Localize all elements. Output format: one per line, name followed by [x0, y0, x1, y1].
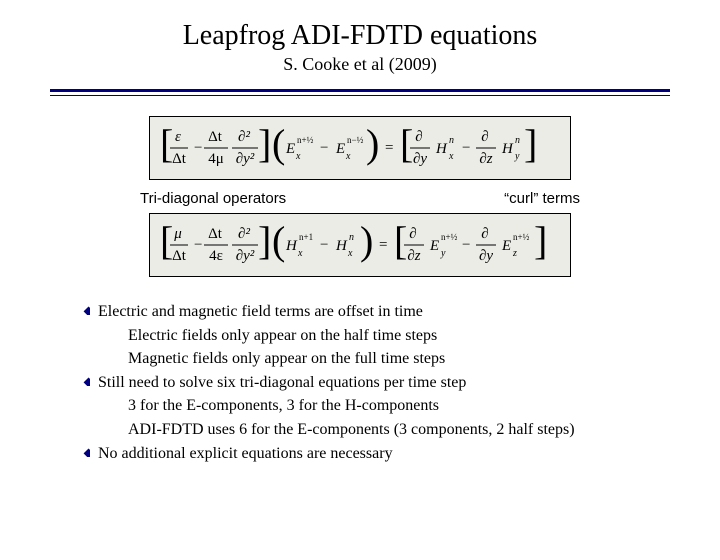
- sub-bullet: Electric fields only appear on the half …: [128, 325, 680, 347]
- svg-text:H: H: [501, 141, 514, 157]
- svg-text:): ): [360, 218, 373, 263]
- svg-text:−: −: [462, 140, 470, 156]
- svg-text:−: −: [194, 237, 202, 253]
- svg-text:n: n: [515, 135, 520, 146]
- svg-text:Δt: Δt: [172, 248, 187, 264]
- svg-text:Δt: Δt: [172, 151, 187, 167]
- svg-text:n−½: n−½: [347, 135, 364, 145]
- bullet-item: Electric and magnetic field terms are of…: [80, 301, 680, 323]
- svg-text:∂: ∂: [481, 129, 488, 145]
- svg-text:μ: μ: [173, 226, 182, 242]
- svg-text:n: n: [349, 232, 354, 243]
- svg-text:H: H: [435, 141, 448, 157]
- equation-1-box: [ ε Δt − Δt 4μ ∂² ∂y² ] ( E: [149, 116, 571, 180]
- svg-text:ε: ε: [175, 129, 181, 145]
- diamond-icon: [80, 305, 98, 315]
- svg-text:−: −: [320, 237, 328, 253]
- svg-text:−: −: [194, 140, 202, 156]
- svg-text:∂²: ∂²: [238, 226, 250, 242]
- svg-text:(: (: [272, 121, 285, 166]
- svg-text:E: E: [429, 238, 439, 254]
- svg-text:−: −: [462, 237, 470, 253]
- svg-text:x: x: [448, 151, 454, 162]
- diamond-icon: [80, 376, 98, 386]
- title-rule: [50, 89, 670, 96]
- svg-text:4μ: 4μ: [208, 151, 224, 167]
- bullet-item: No additional explicit equations are nec…: [80, 443, 680, 465]
- svg-text:=: =: [385, 140, 393, 156]
- bullet-text: Still need to solve six tri-diagonal equ…: [98, 372, 680, 394]
- svg-text:n+½: n+½: [297, 135, 314, 145]
- svg-text:z: z: [512, 248, 517, 259]
- bullet-item: Still need to solve six tri-diagonal equ…: [80, 372, 680, 394]
- svg-text:): ): [366, 121, 379, 166]
- svg-text:∂y: ∂y: [479, 248, 493, 264]
- sub-bullet: 3 for the E-components, 3 for the H-comp…: [128, 395, 680, 417]
- sub-bullet: Magnetic fields only appear on the full …: [128, 348, 680, 370]
- label-curl-terms: “curl” terms: [504, 190, 580, 207]
- svg-text:4ε: 4ε: [209, 248, 223, 264]
- svg-text:x: x: [295, 151, 301, 162]
- svg-text:E: E: [335, 141, 345, 157]
- svg-text:n+½: n+½: [513, 232, 530, 242]
- svg-text:n+½: n+½: [441, 232, 458, 242]
- svg-text:]: ]: [258, 121, 271, 166]
- svg-text:∂y²: ∂y²: [236, 151, 255, 167]
- labels-row: Tri-diagonal operators “curl” terms: [140, 190, 580, 207]
- svg-text:∂z: ∂z: [407, 248, 420, 264]
- svg-text:y: y: [514, 151, 520, 162]
- svg-text:E: E: [501, 238, 511, 254]
- svg-text:x: x: [345, 151, 351, 162]
- bullet-text: No additional explicit equations are nec…: [98, 443, 680, 465]
- svg-text:E: E: [285, 141, 295, 157]
- svg-text:=: =: [379, 237, 387, 253]
- slide-subtitle: S. Cooke et al (2009): [0, 54, 720, 75]
- label-tri-diagonal: Tri-diagonal operators: [140, 190, 286, 207]
- svg-text:Δt: Δt: [208, 129, 223, 145]
- svg-text:∂²: ∂²: [238, 129, 250, 145]
- slide: Leapfrog ADI-FDTD equations S. Cooke et …: [0, 20, 720, 560]
- svg-text:]: ]: [258, 218, 271, 263]
- svg-text:y: y: [440, 248, 446, 259]
- svg-text:n+1: n+1: [299, 232, 313, 242]
- diamond-icon: [80, 447, 98, 457]
- svg-text:∂: ∂: [481, 226, 488, 242]
- svg-text:∂: ∂: [409, 226, 416, 242]
- bullet-list: Electric and magnetic field terms are of…: [80, 301, 680, 464]
- svg-text:∂y: ∂y: [413, 151, 427, 167]
- svg-text:H: H: [285, 238, 298, 254]
- svg-text:−: −: [320, 140, 328, 156]
- svg-text:n: n: [449, 135, 454, 146]
- svg-text:∂: ∂: [415, 129, 422, 145]
- svg-text:x: x: [297, 248, 303, 259]
- svg-text:∂z: ∂z: [479, 151, 492, 167]
- svg-text:[: [: [400, 121, 413, 166]
- equation-2-box: [ μ Δt − Δt 4ε ∂² ∂y² ] ( H n+1 x − H n …: [149, 213, 571, 277]
- svg-text:]: ]: [524, 121, 537, 166]
- slide-title: Leapfrog ADI-FDTD equations: [0, 20, 720, 52]
- svg-text:Δt: Δt: [208, 226, 223, 242]
- svg-text:[: [: [394, 218, 407, 263]
- svg-text:]: ]: [534, 218, 547, 263]
- equation-2-row: [ μ Δt − Δt 4ε ∂² ∂y² ] ( H n+1 x − H n …: [0, 213, 720, 277]
- svg-text:(: (: [272, 218, 285, 263]
- bullet-text: Electric and magnetic field terms are of…: [98, 301, 680, 323]
- sub-bullet: ADI-FDTD uses 6 for the E-components (3 …: [128, 419, 680, 441]
- equation-1-row: [ ε Δt − Δt 4μ ∂² ∂y² ] ( E: [0, 116, 720, 180]
- svg-text:H: H: [335, 238, 348, 254]
- svg-text:x: x: [347, 248, 353, 259]
- svg-text:∂y²: ∂y²: [236, 248, 255, 264]
